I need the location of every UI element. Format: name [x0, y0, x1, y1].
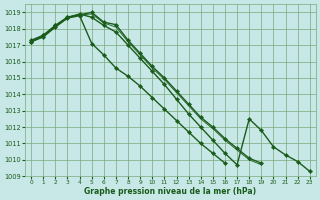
X-axis label: Graphe pression niveau de la mer (hPa): Graphe pression niveau de la mer (hPa)	[84, 187, 257, 196]
